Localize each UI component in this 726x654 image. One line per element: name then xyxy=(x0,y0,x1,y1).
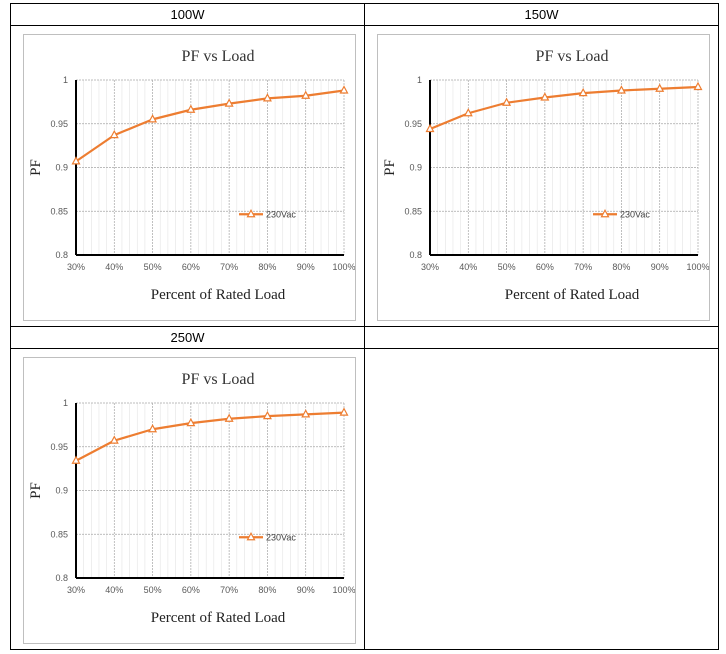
y-tick-label: 0.8 xyxy=(409,250,422,260)
data-point xyxy=(425,123,435,133)
data-point xyxy=(109,129,119,139)
data-point xyxy=(148,423,158,433)
chart-title: PF vs Load xyxy=(182,371,255,388)
header-empty xyxy=(364,326,719,349)
x-tick-label: 100% xyxy=(332,585,355,595)
header-150w: 150W xyxy=(364,3,719,26)
x-tick-label: 50% xyxy=(144,262,162,272)
data-point xyxy=(71,455,81,464)
data-point xyxy=(339,85,349,94)
y-axis-label: PF xyxy=(28,159,44,176)
data-point xyxy=(301,90,311,99)
y-tick-label: 0.8 xyxy=(55,250,68,260)
chart-table: 100W 150W 0.8 0.85 0.9 0.95 1 30% 40% 50% 60% 70%… xyxy=(10,3,719,650)
data-point xyxy=(655,83,665,92)
legend-marker xyxy=(600,208,610,218)
x-tick-label: 30% xyxy=(67,585,85,595)
x-tick-label: 70% xyxy=(220,262,238,272)
cell-chart-150w: 0.8 0.85 0.9 0.95 1 30% 40% 50% 60% 70% 80% 90% 100%… xyxy=(364,25,719,327)
data-point xyxy=(262,410,272,420)
y-tick-label: 0.8 xyxy=(55,573,68,583)
data-point xyxy=(463,107,473,117)
x-axis-label: Percent of Rated Load xyxy=(151,610,286,626)
y-tick-label: 0.95 xyxy=(50,442,68,452)
data-point xyxy=(262,93,272,102)
y-tick-label: 0.85 xyxy=(50,529,68,539)
data-point xyxy=(148,114,158,123)
legend-label: 230Vac xyxy=(266,209,296,219)
x-tick-label: 60% xyxy=(182,262,200,272)
x-tick-label: 30% xyxy=(67,262,85,272)
x-tick-label: 40% xyxy=(105,585,123,595)
data-point xyxy=(578,87,588,97)
x-tick-label: 90% xyxy=(651,262,669,272)
header-100w: 100W xyxy=(10,3,365,26)
y-tick-label: 0.85 xyxy=(404,206,422,216)
x-axis-label: Percent of Rated Load xyxy=(505,287,640,303)
legend-marker xyxy=(246,531,256,541)
y-axis-label: PF xyxy=(28,482,44,499)
y-axis-label: PF xyxy=(382,159,398,176)
y-tick-label: 1 xyxy=(417,75,422,85)
legend-label: 230Vac xyxy=(620,209,650,219)
x-tick-label: 90% xyxy=(297,262,315,272)
x-tick-label: 80% xyxy=(612,262,630,272)
x-tick-label: 60% xyxy=(182,585,200,595)
x-tick-label: 40% xyxy=(105,262,123,272)
data-point xyxy=(301,409,311,418)
chart-title: PF vs Load xyxy=(182,48,255,65)
x-tick-label: 50% xyxy=(144,585,162,595)
chart-250w: 0.8 0.85 0.9 0.95 1 30% 40% 50% 60% 70% 80% 90% 100%… xyxy=(28,371,356,626)
chart-150w: 0.8 0.85 0.9 0.95 1 30% 40% 50% 60% 70% 80% 90% 100%… xyxy=(382,48,710,303)
chart-title: PF vs Load xyxy=(536,48,609,65)
chart-frame: 0.8 0.85 0.9 0.95 1 30% 40% 50% 60% 70% 80% 90% 100%… xyxy=(377,34,710,321)
x-tick-label: 70% xyxy=(574,262,592,272)
x-tick-label: 40% xyxy=(459,262,477,272)
data-point xyxy=(71,156,81,165)
chart-100w: 0.8 0.85 0.9 0.95 1 30% 40% 50% 60% 70% 80% 90% 100%… xyxy=(28,48,356,303)
chart-frame: 0.8 0.85 0.9 0.95 1 30% 40% 50% 60% 70% 80% 90% 100%… xyxy=(23,34,356,321)
data-point xyxy=(540,92,550,101)
data-point xyxy=(339,407,349,416)
header-250w: 250W xyxy=(10,326,365,349)
x-tick-label: 100% xyxy=(686,262,709,272)
x-tick-label: 90% xyxy=(297,585,315,595)
data-point xyxy=(502,97,512,106)
series-line xyxy=(429,85,699,131)
cell-chart-100w: 0.8 0.85 0.9 0.95 1 30% 40% 50% 60% 70% 80% 90% 100%… xyxy=(10,25,365,327)
data-point xyxy=(186,104,196,113)
y-tick-label: 0.9 xyxy=(55,486,68,496)
data-point xyxy=(693,81,703,91)
y-tick-label: 0.95 xyxy=(404,119,422,129)
data-point xyxy=(616,85,626,94)
y-tick-label: 0.95 xyxy=(50,119,68,129)
x-tick-label: 70% xyxy=(220,585,238,595)
x-tick-label: 30% xyxy=(421,262,439,272)
cell-chart-250w: 0.8 0.85 0.9 0.95 1 30% 40% 50% 60% 70% 80% 90% 100%… xyxy=(10,348,365,650)
data-point xyxy=(109,435,119,444)
cell-empty xyxy=(364,348,719,650)
data-point xyxy=(224,413,234,422)
y-tick-label: 0.9 xyxy=(55,163,68,173)
data-point xyxy=(186,417,196,427)
x-tick-label: 50% xyxy=(498,262,516,272)
data-point xyxy=(224,98,234,107)
x-axis-label: Percent of Rated Load xyxy=(151,287,286,303)
x-tick-label: 80% xyxy=(258,585,276,595)
x-tick-label: 100% xyxy=(332,262,355,272)
y-tick-label: 1 xyxy=(63,75,68,85)
x-tick-label: 60% xyxy=(536,262,554,272)
legend-label: 230Vac xyxy=(266,532,296,542)
series-line xyxy=(75,411,345,462)
y-tick-label: 0.85 xyxy=(50,206,68,216)
legend-marker xyxy=(246,208,256,218)
x-tick-label: 80% xyxy=(258,262,276,272)
y-tick-label: 1 xyxy=(63,398,68,408)
chart-frame: 0.8 0.85 0.9 0.95 1 30% 40% 50% 60% 70% 80% 90% 100%… xyxy=(23,357,356,644)
series-line xyxy=(75,89,345,163)
y-tick-label: 0.9 xyxy=(409,163,422,173)
